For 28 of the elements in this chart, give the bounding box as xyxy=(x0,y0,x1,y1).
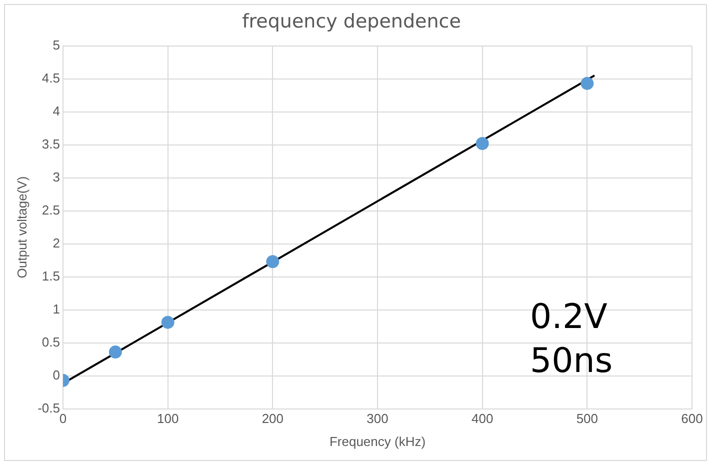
point xyxy=(580,76,594,90)
y-tick-label: -0.5 xyxy=(38,400,60,416)
x-tick-label: 500 xyxy=(576,411,598,426)
point xyxy=(266,255,280,268)
x-tick-label: 100 xyxy=(156,411,179,426)
point xyxy=(476,136,489,150)
point xyxy=(161,316,174,329)
y-tick-label: 1.5 xyxy=(42,268,60,284)
y-axis-title: Output voltage(V) xyxy=(14,176,30,278)
y-tick-label: 3 xyxy=(52,169,60,184)
annotation: 50ns xyxy=(530,341,613,381)
x-tick-label: 400 xyxy=(471,411,494,426)
x-axis-title: Frequency (kHz) xyxy=(329,434,426,449)
y-tick-label: 2.5 xyxy=(42,202,60,218)
annotation: 0.2V xyxy=(530,297,608,337)
x-tick-label: 300 xyxy=(366,411,388,426)
x-tick-label: 600 xyxy=(681,411,703,426)
y-tick-label: 5 xyxy=(52,37,60,52)
y-tick-label: 1 xyxy=(52,301,60,316)
y-tick-label: 4 xyxy=(52,103,60,118)
y-tick-label: 0.5 xyxy=(42,334,60,350)
y-tick-label: 2 xyxy=(52,235,60,250)
x-tick-label: 200 xyxy=(262,411,284,426)
point xyxy=(108,346,122,359)
y-tick-label: 0 xyxy=(52,367,60,382)
chart-title: frequency dependence xyxy=(242,10,461,32)
y-tick-label: 3.5 xyxy=(42,136,60,152)
y-tick-label: 4.5 xyxy=(42,70,60,86)
